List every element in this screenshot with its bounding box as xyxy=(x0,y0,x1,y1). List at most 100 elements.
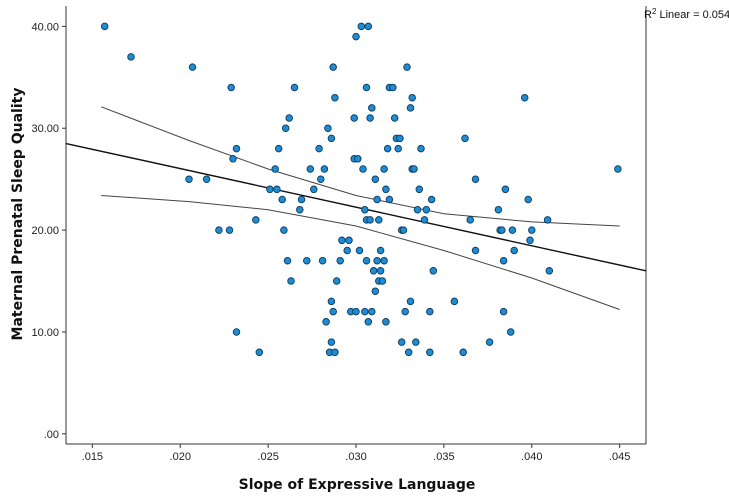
r-squared-annotation: R2 Linear = 0.054 xyxy=(644,7,729,21)
x-tick-label: .015 xyxy=(82,451,103,463)
data-point xyxy=(506,328,515,336)
data-point xyxy=(357,22,366,31)
data-point xyxy=(336,256,344,265)
data-point xyxy=(310,185,318,194)
fit-line xyxy=(65,142,647,272)
data-point xyxy=(332,277,341,285)
data-point xyxy=(545,267,554,275)
data-point xyxy=(317,175,325,183)
data-point xyxy=(361,205,369,214)
data-point xyxy=(324,124,332,132)
data-point xyxy=(528,226,536,234)
data-point xyxy=(376,246,385,255)
data-point xyxy=(322,318,330,326)
x-tick-label: .030 xyxy=(345,451,366,463)
data-point xyxy=(283,256,292,265)
data-point xyxy=(380,256,388,265)
confidence-band xyxy=(101,106,620,310)
data-point xyxy=(320,165,329,173)
data-point xyxy=(471,175,480,183)
data-point xyxy=(303,256,311,265)
data-point xyxy=(413,205,422,214)
data-point xyxy=(255,348,264,357)
data-point xyxy=(350,114,358,122)
y-axis-title: Maternal Prenatal Sleep Quality xyxy=(10,88,26,341)
data-point xyxy=(524,195,532,204)
ci-lower-line xyxy=(101,195,620,310)
y-tick-label: .00 xyxy=(44,429,59,441)
data-point xyxy=(329,63,337,71)
data-point xyxy=(274,144,283,153)
data-point xyxy=(297,195,306,204)
data-point xyxy=(361,307,369,316)
data-point xyxy=(215,226,223,234)
data-point xyxy=(327,297,336,306)
data-point xyxy=(281,124,290,132)
data-point xyxy=(227,83,235,92)
data-point xyxy=(271,165,279,173)
data-point xyxy=(368,307,376,316)
data-point xyxy=(371,287,380,295)
data-point xyxy=(318,256,327,265)
data-point xyxy=(406,297,415,306)
data-point xyxy=(366,114,374,122)
data-point xyxy=(466,216,474,224)
data-point xyxy=(362,256,371,265)
data-point xyxy=(373,195,381,204)
data-point xyxy=(252,216,260,224)
data-point xyxy=(296,205,304,214)
x-tick-label: .020 xyxy=(170,451,191,463)
data-point xyxy=(461,134,469,143)
data-point xyxy=(364,318,373,326)
data-point xyxy=(485,338,494,346)
data-point xyxy=(329,307,337,316)
data-point xyxy=(499,256,508,265)
data-point xyxy=(366,216,374,224)
data-point xyxy=(390,114,399,122)
data-point xyxy=(404,348,413,357)
data-point xyxy=(278,195,286,204)
data-point xyxy=(397,338,406,346)
data-point xyxy=(499,307,508,316)
data-point xyxy=(202,175,211,183)
data-point xyxy=(185,175,193,183)
data-point xyxy=(327,134,336,143)
data-point xyxy=(415,185,424,194)
data-point xyxy=(371,175,380,183)
data-point xyxy=(417,144,425,153)
data-point xyxy=(273,185,281,194)
data-point xyxy=(327,338,336,346)
data-point xyxy=(401,307,409,316)
data-point xyxy=(394,144,402,153)
data-point xyxy=(410,165,418,173)
data-point xyxy=(378,277,387,285)
data-point xyxy=(362,83,371,92)
data-point xyxy=(501,185,510,194)
data-point xyxy=(412,338,420,346)
data-point xyxy=(427,195,436,204)
data-point xyxy=(188,63,197,71)
data-point xyxy=(420,216,429,224)
data-points xyxy=(100,22,622,357)
data-point xyxy=(229,155,237,163)
x-axis-title: Slope of Expressive Language xyxy=(239,477,476,493)
data-point xyxy=(285,114,293,122)
data-point xyxy=(422,205,431,214)
data-point xyxy=(389,83,397,92)
data-point xyxy=(498,226,506,234)
data-point xyxy=(526,236,534,245)
data-point xyxy=(364,22,373,31)
data-point xyxy=(375,216,383,224)
data-point xyxy=(429,267,438,275)
data-point xyxy=(338,236,346,245)
data-point xyxy=(290,83,299,92)
data-point xyxy=(232,144,241,153)
data-point xyxy=(543,216,552,224)
data-point xyxy=(355,246,364,255)
data-point xyxy=(396,134,404,143)
data-point xyxy=(280,226,288,234)
data-point xyxy=(100,22,109,31)
data-point xyxy=(352,307,360,316)
x-tick-label: .045 xyxy=(609,451,630,463)
